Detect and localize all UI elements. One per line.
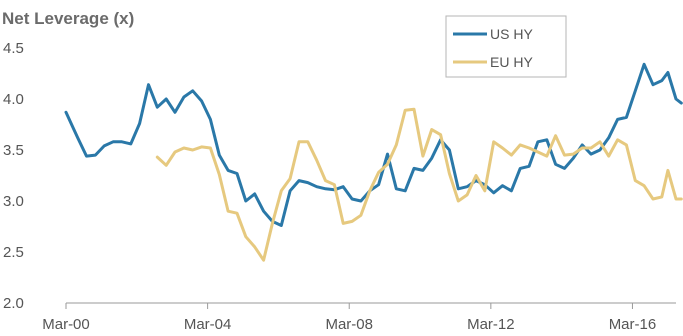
y-axis-ticks: 2.0 2.5 3.0 3.5 4.0 4.5: [3, 40, 24, 312]
y-tick-label: 2.5: [3, 244, 24, 261]
series-line-eu-hy: [155, 107, 683, 262]
series-layer: [64, 62, 683, 262]
y-tick-label: 2.0: [3, 295, 24, 312]
y-tick-label: 4.5: [3, 40, 24, 57]
y-tick-label: 3.5: [3, 142, 24, 159]
y-tick-label: 3.0: [3, 193, 24, 210]
x-axis: Mar-00 Mar-04 Mar-08 Mar-12 Mar-16: [42, 302, 676, 333]
x-tick-label: Mar-08: [325, 316, 373, 333]
x-tick-label: Mar-04: [184, 316, 232, 333]
series-line-us-hy: [64, 62, 683, 227]
y-tick-label: 4.0: [3, 91, 24, 108]
legend-box: [445, 15, 567, 78]
chart-title: Net Leverage (x): [2, 9, 134, 28]
legend-label-us-hy: US HY: [490, 26, 533, 42]
legend-label-eu-hy: EU HY: [490, 54, 533, 70]
x-tick-label: Mar-12: [467, 316, 515, 333]
legend: US HY EU HY: [445, 15, 567, 78]
x-tick-label: Mar-16: [609, 316, 657, 333]
x-tick-label: Mar-00: [42, 316, 90, 333]
